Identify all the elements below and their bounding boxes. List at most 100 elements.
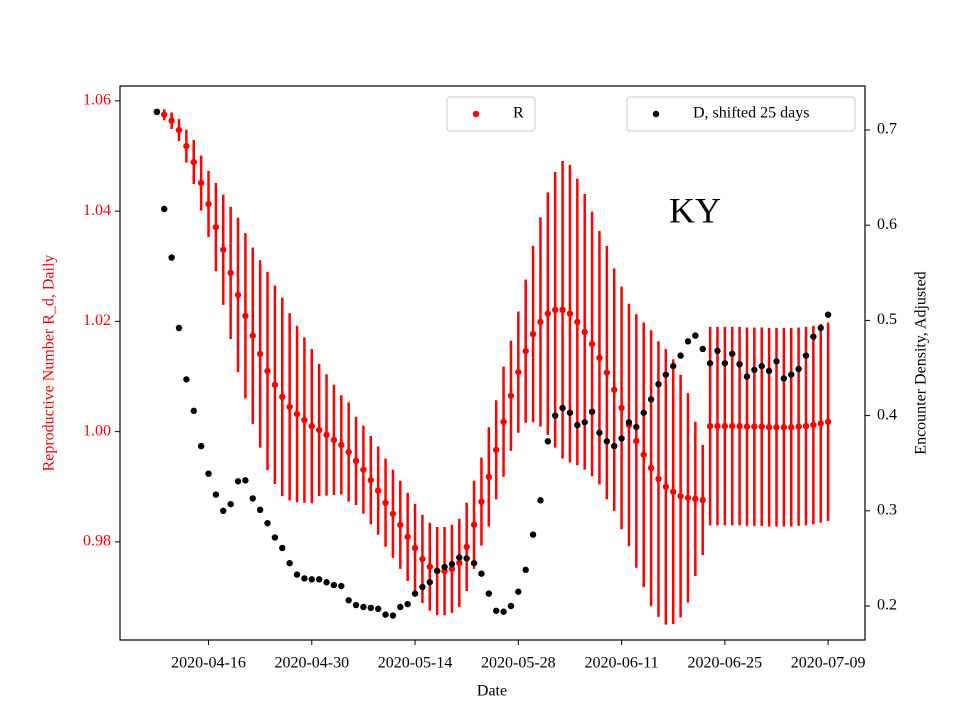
point <box>478 498 485 505</box>
point <box>485 473 493 481</box>
point <box>721 422 729 430</box>
point <box>271 381 279 388</box>
point <box>824 311 832 318</box>
point <box>574 318 581 326</box>
x-tick-label: 2020-07-09 <box>791 655 866 672</box>
point <box>470 559 478 567</box>
y-tick-label: 0.98 <box>83 533 111 550</box>
annotation: KY <box>669 190 721 230</box>
point <box>205 470 212 477</box>
point <box>367 604 374 612</box>
point <box>640 409 647 416</box>
point <box>729 350 736 357</box>
point <box>729 422 736 430</box>
point <box>581 328 588 336</box>
point <box>456 554 463 561</box>
point <box>315 576 323 583</box>
point <box>242 477 249 484</box>
point <box>647 396 655 403</box>
point <box>743 373 751 380</box>
point <box>345 597 352 604</box>
point <box>551 306 559 314</box>
point <box>212 223 220 231</box>
legend-marker <box>472 110 480 118</box>
point <box>463 555 470 562</box>
point <box>411 544 419 552</box>
point <box>603 438 611 445</box>
point <box>662 483 670 490</box>
point <box>670 362 677 370</box>
point <box>544 438 552 445</box>
point <box>478 570 485 577</box>
point <box>183 142 190 150</box>
point <box>205 200 212 208</box>
point <box>153 108 161 116</box>
point <box>655 475 662 483</box>
point <box>448 560 456 568</box>
legend-label: D, shifted 25 days <box>693 105 809 122</box>
point <box>419 555 426 563</box>
point <box>802 422 810 430</box>
point <box>684 338 692 345</box>
point <box>699 345 706 353</box>
point <box>190 158 197 166</box>
point <box>463 543 470 551</box>
point <box>374 605 382 613</box>
point <box>301 575 308 582</box>
point <box>640 451 647 458</box>
point <box>500 608 507 615</box>
point <box>706 360 714 367</box>
point <box>338 441 345 449</box>
point <box>470 521 478 528</box>
point <box>544 310 552 317</box>
point <box>758 423 765 430</box>
point <box>566 409 574 416</box>
point <box>175 324 183 332</box>
point <box>647 464 655 472</box>
point <box>551 412 559 419</box>
point <box>161 111 168 118</box>
point <box>802 352 810 359</box>
point <box>743 423 751 430</box>
point <box>249 332 256 339</box>
legend-box <box>626 96 856 132</box>
point <box>559 404 566 412</box>
point <box>404 533 411 541</box>
x-axis-label: Date <box>477 683 507 700</box>
point <box>485 590 493 597</box>
point <box>168 254 175 261</box>
y2-tick-label: 0.2 <box>877 597 897 614</box>
point <box>559 306 566 314</box>
plot-frame <box>119 85 866 641</box>
y2-tick-label: 0.4 <box>877 406 897 423</box>
point <box>220 246 227 253</box>
point <box>751 423 758 430</box>
point <box>670 488 677 495</box>
point <box>212 491 220 498</box>
point <box>330 581 338 589</box>
point <box>411 590 419 597</box>
legend-label: R <box>513 105 524 122</box>
point <box>522 566 529 574</box>
point <box>234 291 242 299</box>
point <box>692 332 699 339</box>
point <box>596 354 603 361</box>
point <box>736 360 743 368</box>
point <box>352 601 360 609</box>
point <box>596 429 603 436</box>
point <box>795 423 802 430</box>
point <box>618 435 625 442</box>
point <box>197 179 205 187</box>
point <box>706 422 714 430</box>
y2-tick-label: 0.3 <box>877 501 897 518</box>
point <box>227 269 234 277</box>
point <box>588 408 596 415</box>
point <box>301 416 308 424</box>
point <box>507 602 515 610</box>
point <box>780 375 788 382</box>
point <box>611 386 618 393</box>
point <box>618 404 625 412</box>
point <box>625 419 633 426</box>
point <box>220 507 227 515</box>
